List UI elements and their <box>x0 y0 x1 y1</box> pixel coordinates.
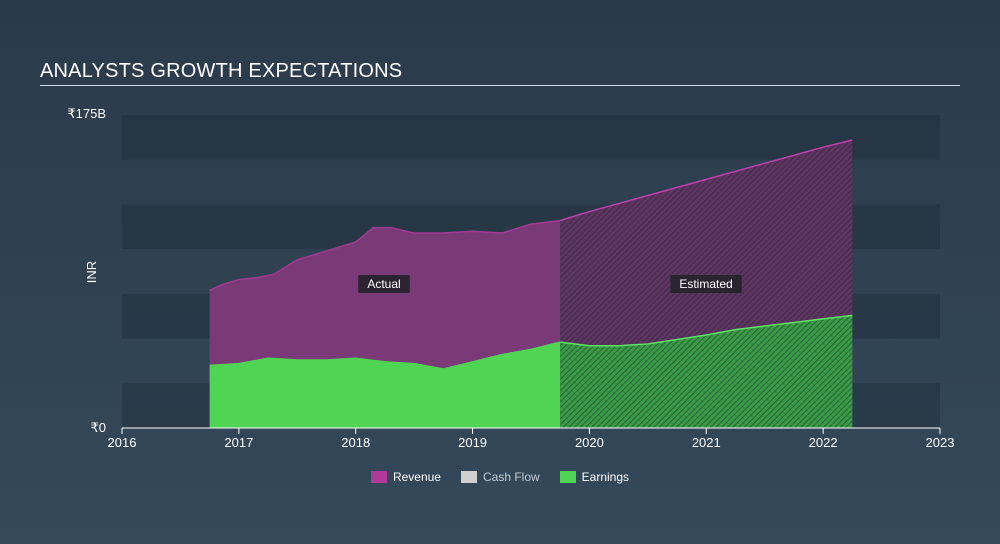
x-tick-label: 2017 <box>224 435 253 450</box>
legend-item-earnings[interactable]: Earnings <box>559 470 630 484</box>
annotation-estimated-box <box>670 275 742 293</box>
x-tick-label: 2016 <box>108 435 137 450</box>
axes: 2016 2017 2018 2019 2020 2021 2022 2023 ₹175B ₹0 I… <box>67 106 954 450</box>
y-tick-label-max: ₹175B <box>67 106 106 121</box>
y-tick-label-min: ₹0 <box>90 420 106 435</box>
x-tick-label: 2018 <box>341 435 370 450</box>
earnings-actual-line <box>209 341 561 370</box>
revenue-estimated-line <box>559 139 853 222</box>
chart-title: ANALYSTS GROWTH EXPECTATIONS <box>40 60 403 82</box>
x-tick-label: 2021 <box>692 435 721 450</box>
earnings-actual-area <box>209 342 561 428</box>
legend-swatch-cash-flow <box>460 471 477 483</box>
annotations: Actual Estimated <box>358 275 742 293</box>
annotation-estimated-label: Estimated <box>679 277 732 291</box>
series-areas <box>209 139 853 429</box>
revenue-actual-line <box>209 219 561 291</box>
x-tick-label: 2022 <box>809 435 838 450</box>
x-tick-label: 2019 <box>458 435 487 450</box>
legend-label-cash-flow: Cash Flow <box>482 470 540 484</box>
title-divider <box>40 85 960 86</box>
legend: Revenue Cash Flow Earnings <box>0 470 1000 484</box>
y-axis-title: INR <box>84 261 99 283</box>
x-tick-label: 2020 <box>575 435 604 450</box>
legend-label-revenue: Revenue <box>392 470 441 484</box>
legend-swatch-revenue <box>370 471 387 483</box>
legend-swatch-earnings <box>559 471 576 483</box>
annotation-actual-box <box>358 275 410 293</box>
annotation-actual-label: Actual <box>367 277 400 291</box>
x-tick-label: 2023 <box>926 435 955 450</box>
legend-item-revenue[interactable]: Revenue <box>370 470 441 484</box>
legend-label-earnings: Earnings <box>581 470 630 484</box>
legend-item-cash-flow[interactable]: Cash Flow <box>460 470 540 484</box>
earnings-estimated-hatch <box>560 315 853 428</box>
earnings-estimated-line <box>560 314 853 347</box>
